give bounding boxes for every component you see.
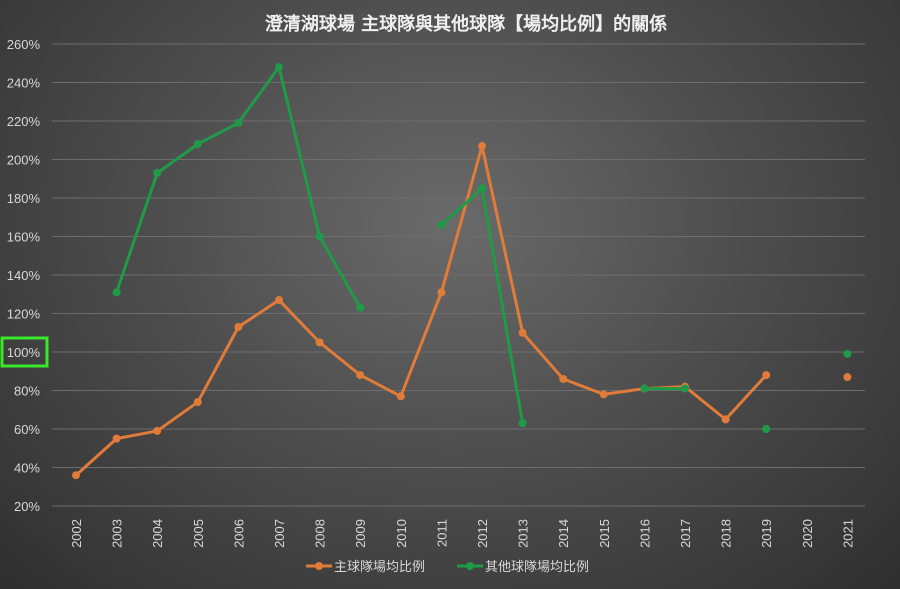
legend-label: 主球隊場均比例 xyxy=(334,559,425,575)
y-tick-label: 240% xyxy=(7,76,41,91)
data-point xyxy=(112,434,121,443)
legend-marker xyxy=(315,562,323,570)
y-tick-label: 40% xyxy=(14,461,40,476)
data-point xyxy=(234,322,243,331)
data-point xyxy=(315,338,324,347)
x-tick-label: 2003 xyxy=(110,519,125,548)
data-point xyxy=(843,373,852,382)
y-tick-label: 160% xyxy=(7,230,41,245)
series-line xyxy=(439,186,525,425)
x-tick-label: 2015 xyxy=(597,519,612,548)
highlight-box xyxy=(0,336,49,368)
data-point xyxy=(153,168,162,177)
data-point xyxy=(275,63,283,72)
data-point xyxy=(356,303,365,312)
legend-item: 主球隊場均比例 xyxy=(306,559,425,575)
data-point xyxy=(72,471,80,480)
series-2 xyxy=(112,63,852,433)
x-tick-label: 2009 xyxy=(353,519,368,548)
y-tick-label: 200% xyxy=(7,153,41,168)
x-tick-label: 2004 xyxy=(150,519,165,548)
y-tick-label: 100% xyxy=(7,345,41,360)
data-point xyxy=(518,328,527,337)
data-point xyxy=(518,419,527,428)
data-point xyxy=(599,390,608,399)
y-tick-label: 20% xyxy=(14,499,40,514)
y-tick-label: 60% xyxy=(14,422,40,437)
data-point xyxy=(315,232,324,241)
x-tick-label: 2020 xyxy=(800,519,815,548)
x-tick-label: 2021 xyxy=(840,519,855,548)
chart-title: 澄清湖球場 主球隊與其他球隊【場均比例】的關係 xyxy=(265,13,667,35)
legend-marker xyxy=(466,562,474,570)
x-tick-label: 2011 xyxy=(434,519,449,547)
data-point xyxy=(437,220,446,229)
x-tick-label: 2013 xyxy=(516,519,531,548)
data-point xyxy=(640,384,649,393)
data-point xyxy=(681,384,689,393)
x-tick-label: 2012 xyxy=(475,519,490,548)
x-tick-label: 2006 xyxy=(231,519,246,548)
data-point xyxy=(762,425,771,433)
data-point xyxy=(721,415,730,424)
data-point xyxy=(193,398,202,407)
y-tick-label: 80% xyxy=(14,384,40,399)
series-line xyxy=(115,65,362,310)
x-tick-label: 2016 xyxy=(637,519,652,548)
data-point xyxy=(843,349,852,358)
data-point xyxy=(396,392,405,401)
data-point xyxy=(275,296,283,305)
data-point xyxy=(153,426,162,435)
data-point xyxy=(478,184,486,193)
x-tick-label: 2018 xyxy=(719,519,734,548)
x-tick-label: 2019 xyxy=(759,519,774,548)
data-point xyxy=(193,140,202,149)
x-tick-label: 2008 xyxy=(313,519,328,548)
y-tick-label: 120% xyxy=(7,307,41,322)
data-point xyxy=(437,288,446,297)
y-tick-label: 140% xyxy=(7,268,41,283)
x-tick-label: 2002 xyxy=(69,519,84,548)
x-tick-label: 2014 xyxy=(556,519,571,548)
data-point xyxy=(356,371,365,380)
legend-item: 其他球隊場均比例 xyxy=(457,559,589,575)
data-point xyxy=(234,118,243,127)
series-line xyxy=(74,144,768,477)
x-tick-label: 2017 xyxy=(678,519,693,548)
data-point xyxy=(762,371,771,380)
data-point xyxy=(478,142,486,151)
data-point xyxy=(559,374,568,383)
y-tick-label: 220% xyxy=(7,114,41,129)
y-tick-label: 180% xyxy=(7,191,41,206)
data-point xyxy=(112,288,121,297)
legend-label: 其他球隊場均比例 xyxy=(485,559,589,575)
x-tick-label: 2010 xyxy=(394,519,409,548)
x-tick-label: 2005 xyxy=(191,519,206,548)
x-tick-label: 2007 xyxy=(272,519,287,548)
y-tick-label: 260% xyxy=(7,37,41,52)
